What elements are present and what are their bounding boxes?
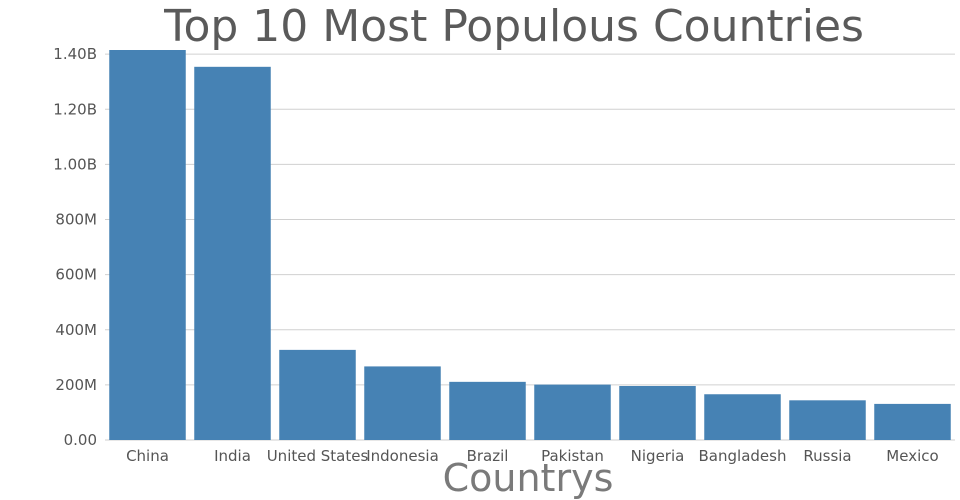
bar-united-states <box>279 349 356 440</box>
bar-russia <box>789 400 866 440</box>
x-tick-label: India <box>214 447 251 465</box>
bar-bangladesh <box>704 394 781 440</box>
bar-india <box>194 66 271 441</box>
y-tick-label: 800M <box>55 211 97 229</box>
bar-brazil <box>449 381 526 440</box>
x-tick-label: Indonesia <box>366 447 439 465</box>
x-tick-label: Pakistan <box>541 447 604 465</box>
y-tick-label: 0.00 <box>64 431 97 449</box>
y-axis-ticks: 0.00 200M 400M 600M 800M 1.00B 1.20B 1.40B <box>53 45 97 449</box>
y-tick-label: 600M <box>55 266 97 284</box>
x-axis-label: Countrys <box>443 456 614 500</box>
y-tick-label: 1.20B <box>53 100 97 118</box>
x-tick-label: Nigeria <box>631 447 685 465</box>
bars <box>109 50 951 441</box>
x-tick-label: China <box>126 447 169 465</box>
bar-pakistan <box>534 384 611 440</box>
x-tick-label: Russia <box>803 447 851 465</box>
bar-mexico <box>874 403 951 440</box>
y-tick-label: 1.40B <box>53 45 97 63</box>
bar-indonesia <box>364 366 441 440</box>
y-tick-label: 400M <box>55 321 97 339</box>
chart-title: Top 10 Most Populous Countries <box>163 1 864 52</box>
x-tick-label: Mexico <box>886 447 938 465</box>
bar-nigeria <box>619 385 696 440</box>
bar-china <box>109 50 186 440</box>
x-tick-label: United States <box>267 447 369 465</box>
x-tick-label: Bangladesh <box>699 447 787 465</box>
y-tick-label: 200M <box>55 376 97 394</box>
x-tick-label: Brazil <box>467 447 509 465</box>
y-tick-label: 1.00B <box>53 155 97 173</box>
